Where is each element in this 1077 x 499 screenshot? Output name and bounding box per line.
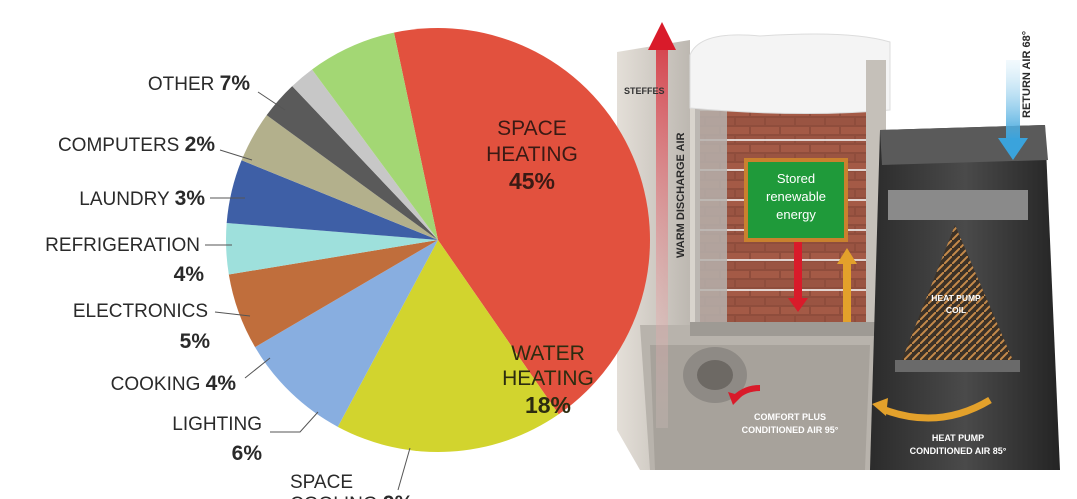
leader-lighting [270, 411, 319, 433]
label-lighting: LIGHTING [172, 414, 262, 435]
insulation-top [689, 33, 891, 115]
space-heating-label-line-2: HEATING [486, 143, 578, 166]
pie-slice-water-heating [337, 240, 559, 452]
water-heating-label-line-2: HEATING [502, 367, 594, 390]
heat-pump-air-arrow [883, 396, 992, 422]
inside-label-water-heating: WATER HEATING 18% [502, 342, 594, 418]
leader-electronics [214, 311, 251, 317]
leader-computers [219, 149, 253, 161]
warm-discharge-air-label: WARM DISCHARGE AIR [675, 132, 687, 258]
label-refrigeration: REFRIGERATION [45, 235, 200, 256]
stored-energy-down-arrow [788, 240, 808, 312]
pie-slice-electronics [226, 160, 438, 240]
label-cooking: COOKING 4% [111, 372, 237, 395]
leader-space-cooling [397, 447, 411, 491]
space-heating-label-line-1: SPACE [497, 117, 567, 140]
stored-energy-box [744, 158, 848, 242]
pie-slice-space-cooling [255, 240, 438, 427]
leader-lines [205, 91, 411, 491]
pie-slice-lighting [228, 240, 438, 348]
pie-slice-laundry [266, 86, 438, 241]
label-laundry: LAUNDRY 3% [79, 187, 205, 210]
label-computers: COMPUTERS 2% [58, 133, 215, 156]
leader-other [257, 91, 286, 111]
return-air-label: RETURN AIR 68° [1021, 31, 1033, 118]
label-other: OTHER 7% [148, 72, 250, 95]
pie-slice-other [312, 32, 438, 241]
pie-slice-space-heating [393, 27, 650, 415]
heat-pump-coil [900, 225, 1015, 365]
heat-pump-coil-line-1: HEAT PUMP [931, 293, 981, 303]
leader-cooking [244, 357, 271, 379]
stored-energy-line-1: Stored [777, 171, 815, 186]
value-refrigeration: 4% [174, 263, 205, 286]
water-heating-label-line-1: WATER [511, 342, 585, 365]
heat-pump-air-line-2: CONDITIONED AIR 85° [910, 446, 1007, 456]
comfort-plus-line-2: CONDITIONED AIR 95° [742, 425, 839, 435]
pie-slice-cooking [225, 222, 438, 275]
value-electronics: 5% [180, 330, 211, 353]
heat-pump-air-line-1: HEAT PUMP [932, 433, 984, 443]
pie-chart [225, 27, 650, 452]
stored-energy-up-arrow [837, 248, 857, 322]
stored-energy-line-2: renewable [766, 189, 826, 204]
heat-pump-cabinet [870, 125, 1060, 470]
label-electronics: ELECTRONICS [73, 301, 208, 322]
space-heating-value: 45% [509, 168, 555, 194]
label-space-cooling-line-1: SPACE [290, 472, 353, 493]
comfort-plus-line-1: COMFORT PLUS [754, 412, 826, 422]
label-space-cooling-line-2: COOLING 9% [290, 492, 414, 499]
heater-unit-illustration: Stored renewable energy STEFFES WARM DIS… [617, 22, 1060, 470]
brand-label: STEFFES [624, 86, 665, 96]
pie-slice-computers [292, 69, 438, 240]
stored-energy-line-3: energy [776, 207, 816, 222]
inside-label-space-heating: SPACE HEATING 45% [486, 117, 578, 194]
value-lighting: 6% [232, 442, 263, 465]
water-heating-value: 18% [525, 392, 571, 418]
pie-slice-refrigeration [241, 115, 438, 240]
heat-pump-coil-line-2: COIL [946, 305, 966, 315]
return-air-arrow [998, 60, 1028, 160]
warm-discharge-arrow [648, 22, 676, 428]
